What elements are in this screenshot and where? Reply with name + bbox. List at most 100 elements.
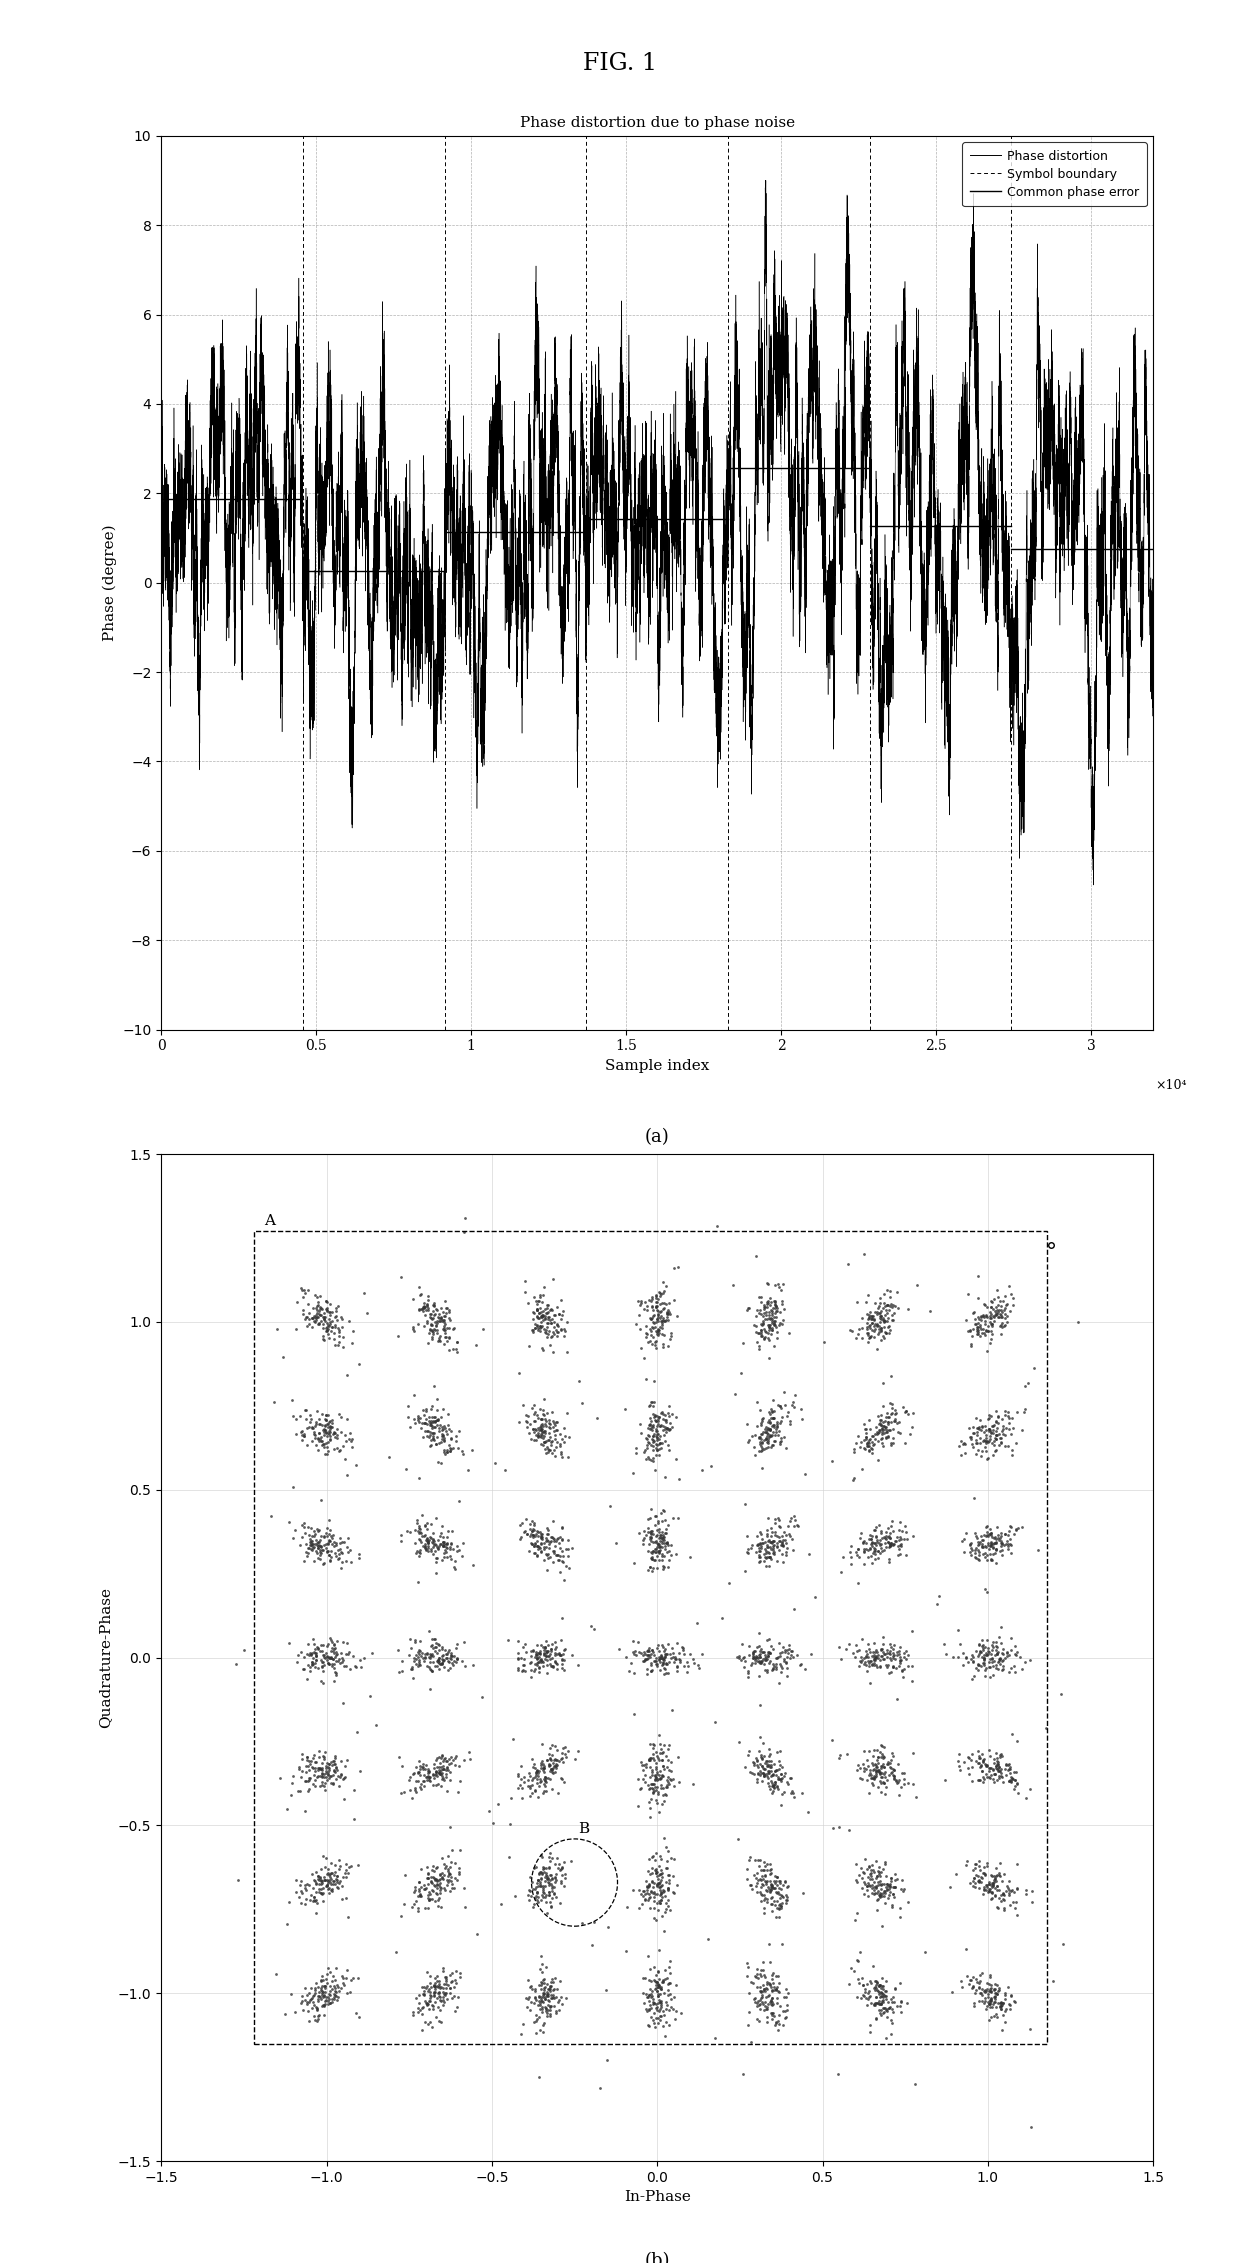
- Point: [769, 1523, 789, 1559]
- Point: [861, 1856, 880, 1892]
- Point: [885, 1288, 905, 1324]
- Point: [758, 1998, 777, 2034]
- Point: [651, 1641, 671, 1677]
- Point: [293, 1297, 312, 1333]
- Point: [537, 1294, 557, 1331]
- Point: [642, 1383, 662, 1419]
- Point: [652, 1310, 672, 1346]
- Point: [756, 1969, 776, 2005]
- Point: [857, 1308, 877, 1344]
- Point: [753, 1951, 773, 1987]
- Point: [647, 1301, 667, 1337]
- Point: [873, 1408, 893, 1444]
- Point: [754, 1306, 774, 1342]
- Point: [425, 1860, 445, 1896]
- Point: [337, 1899, 357, 1935]
- Point: [415, 1969, 435, 2005]
- Point: [527, 1754, 547, 1790]
- Point: [992, 1532, 1012, 1568]
- Point: [304, 1641, 324, 1677]
- Point: [304, 1414, 324, 1451]
- Point: [423, 1414, 443, 1451]
- Point: [521, 1634, 541, 1670]
- Point: [513, 2005, 533, 2041]
- Point: [874, 1308, 894, 1344]
- Point: [647, 1550, 667, 1586]
- Point: [538, 1294, 558, 1331]
- Point: [415, 1758, 435, 1795]
- Point: [429, 1973, 449, 2010]
- Point: [412, 1498, 432, 1534]
- Point: [756, 1989, 776, 2025]
- Point: [875, 1288, 895, 1324]
- Point: [650, 1294, 670, 1331]
- Point: [653, 1317, 673, 1353]
- Point: [439, 1862, 459, 1899]
- Point: [635, 1874, 655, 1910]
- Point: [542, 1860, 562, 1896]
- Point: [646, 1987, 666, 2023]
- Point: [640, 1521, 660, 1557]
- Point: [877, 1865, 897, 1901]
- Point: [531, 1308, 551, 1344]
- Point: [864, 1308, 884, 1344]
- Point: [538, 1982, 558, 2019]
- Point: [997, 1410, 1017, 1446]
- Point: [414, 1297, 434, 1333]
- Point: [742, 1645, 761, 1681]
- Point: [409, 1862, 429, 1899]
- Point: [407, 1883, 427, 1919]
- Point: [853, 1865, 873, 1901]
- Point: [433, 1518, 453, 1555]
- Point: [837, 1736, 857, 1772]
- Point: [312, 1758, 332, 1795]
- Point: [861, 2007, 880, 2043]
- Point: [849, 1632, 869, 1668]
- Point: [986, 1432, 1006, 1469]
- Point: [650, 1276, 670, 1313]
- Point: [420, 1969, 440, 2005]
- Point: [414, 1285, 434, 1322]
- Point: [632, 1747, 652, 1783]
- Point: [429, 1973, 449, 2010]
- Point: [551, 1539, 570, 1575]
- Point: [428, 1401, 448, 1437]
- Point: [408, 1994, 428, 2030]
- Point: [531, 1410, 551, 1446]
- Point: [311, 1971, 331, 2007]
- Point: [324, 1634, 343, 1670]
- Point: [882, 1743, 901, 1779]
- Point: [760, 1856, 780, 1892]
- Point: [401, 1514, 420, 1550]
- Point: [978, 2003, 998, 2039]
- Point: [863, 1761, 883, 1797]
- Point: [872, 1632, 892, 1668]
- Point: [420, 1881, 440, 1917]
- Point: [425, 1525, 445, 1561]
- Point: [533, 1752, 553, 1788]
- Point: [446, 1643, 466, 1679]
- Point: [649, 1960, 668, 1996]
- Point: [532, 1978, 552, 2014]
- Point: [768, 1403, 787, 1439]
- Point: [784, 1774, 804, 1810]
- Point: [409, 1641, 429, 1677]
- Point: [438, 1408, 458, 1444]
- Point: [655, 1290, 675, 1326]
- Point: [428, 1869, 448, 1905]
- Point: [983, 1865, 1003, 1901]
- Point: [418, 1754, 438, 1790]
- Point: [866, 1518, 885, 1555]
- Point: [640, 1951, 660, 1987]
- Point: [761, 1881, 781, 1917]
- Point: [298, 1987, 317, 2023]
- Point: [546, 1523, 565, 1559]
- Point: [531, 1392, 551, 1428]
- Point: [445, 1860, 465, 1896]
- Point: [541, 1292, 560, 1328]
- Point: [641, 1301, 661, 1337]
- Point: [755, 1523, 775, 1559]
- Point: [655, 1303, 675, 1340]
- Point: [418, 1288, 438, 1324]
- Point: [993, 1632, 1013, 1668]
